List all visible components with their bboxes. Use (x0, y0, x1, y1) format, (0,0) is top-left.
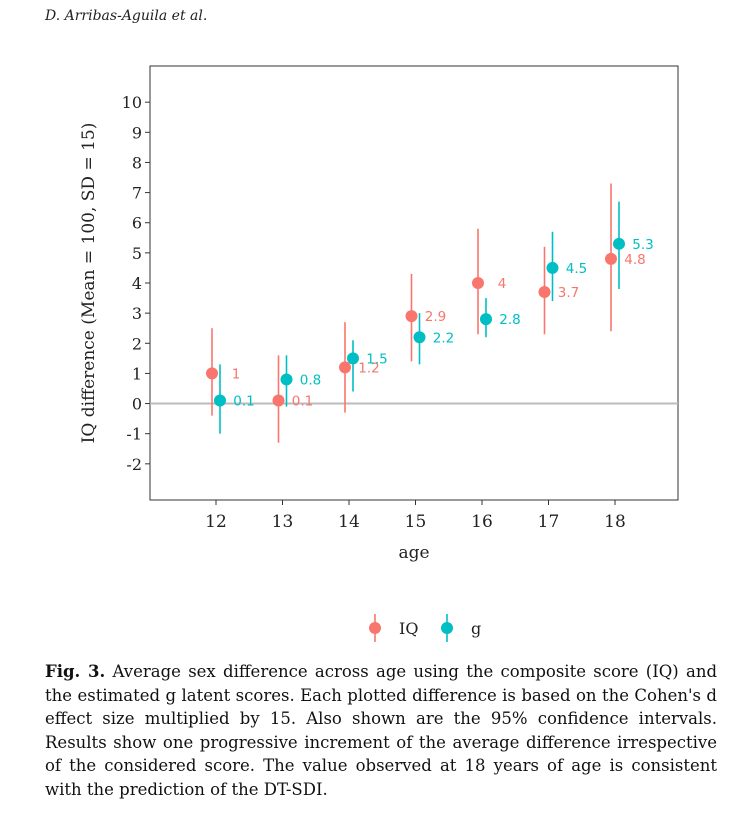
data-label-g: 5.3 (632, 237, 653, 253)
y-tick-label: -1 (126, 425, 142, 444)
y-tick-label: 5 (132, 244, 142, 263)
x-tick-label: 17 (538, 512, 560, 532)
y-tick-label: 2 (132, 334, 142, 353)
x-tick-label: 13 (272, 512, 294, 532)
y-tick-label: 4 (132, 274, 142, 293)
x-tick-label: 14 (338, 512, 360, 532)
caption-text: Average sex difference across age using … (45, 662, 718, 799)
data-label-iq: 4.8 (624, 252, 645, 268)
data-label-iq: 1 (232, 366, 241, 382)
y-tick-label: 8 (132, 153, 142, 172)
point-g (347, 352, 359, 365)
point-g (546, 261, 559, 274)
data-label-g: 2.8 (499, 312, 520, 328)
point-g (413, 331, 426, 344)
y-tick-label: 7 (132, 184, 142, 203)
data-label-g: 0.8 (300, 372, 321, 388)
figure-caption: Fig. 3. Average sex difference across ag… (45, 660, 717, 801)
running-head: D. Arribas-Aguila et al. (45, 8, 208, 24)
point-g (214, 394, 226, 407)
data-label-g: 2.2 (433, 330, 454, 346)
data-label-iq: 1.2 (358, 360, 379, 376)
point-iq (339, 361, 351, 374)
legend-key-point-g (441, 622, 453, 634)
data-label-g: 4.5 (566, 261, 587, 277)
point-iq (272, 394, 285, 407)
y-tick-label: 1 (132, 364, 142, 383)
data-label-iq: 0.1 (292, 394, 313, 410)
data-label-iq: 2.9 (425, 309, 446, 325)
y-tick-label: 3 (132, 304, 142, 323)
caption-label: Fig. 3. (45, 662, 106, 681)
data-label-iq: 3.7 (558, 285, 579, 301)
y-tick-label: 9 (132, 123, 142, 142)
x-axis-title: age (398, 543, 429, 563)
point-iq (206, 367, 218, 380)
legend-label-g: g (471, 619, 481, 638)
x-tick-label: 12 (205, 512, 227, 532)
y-tick-label: -2 (126, 455, 142, 474)
y-tick-label: 6 (132, 214, 142, 233)
x-tick-label: 16 (471, 512, 493, 532)
legend-key-point-iq (369, 622, 381, 634)
data-label-g: 1.5 (366, 351, 387, 367)
x-tick-label: 15 (405, 512, 427, 532)
data-label-iq: 4 (498, 276, 507, 292)
point-g (613, 237, 625, 250)
legend-label-iq: IQ (399, 619, 418, 638)
point-iq (405, 310, 418, 323)
plot-panel (149, 65, 679, 501)
y-axis-title: IQ difference (Mean = 100, SD = 15) (79, 123, 99, 444)
point-iq (605, 252, 617, 265)
point-g (280, 373, 293, 386)
y-tick-label: 10 (122, 93, 142, 112)
y-tick-label: 0 (132, 395, 142, 414)
point-iq (538, 286, 551, 299)
point-iq (472, 277, 484, 289)
point-g (480, 313, 492, 326)
data-label-g: 0.1 (233, 394, 254, 410)
x-tick-label: 18 (604, 512, 626, 532)
